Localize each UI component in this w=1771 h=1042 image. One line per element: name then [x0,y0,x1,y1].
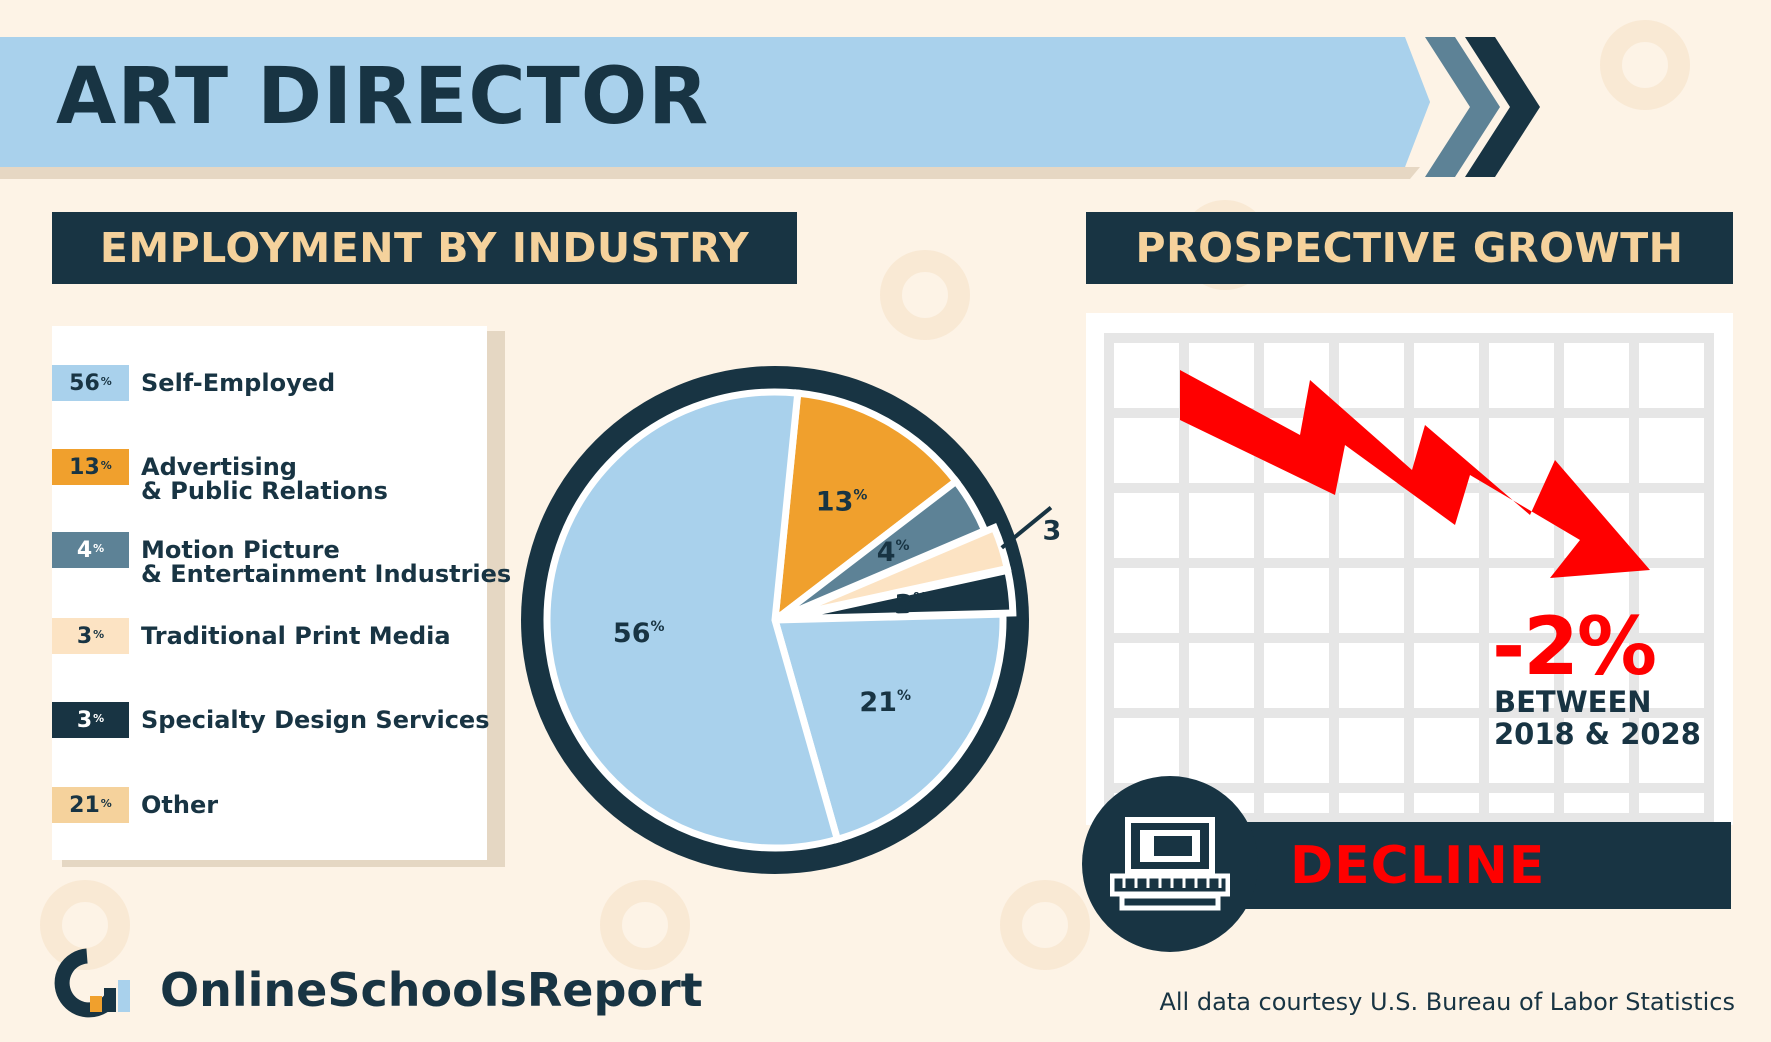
pie-slice-label: 3% [1043,516,1060,547]
legend-swatch: 3% [52,702,129,738]
brand-logo-icon [54,948,130,1018]
laptop-badge [1082,776,1258,952]
legend-item: 4% Motion Picture & Entertainment Indust… [52,532,511,586]
legend-swatch: 56% [52,365,129,401]
double-chevron-icon [1425,37,1540,177]
title-banner-shadow [0,167,1420,179]
legend-label: Advertising & Public Relations [141,453,388,505]
legend-label: Self-Employed [141,369,336,397]
legend-swatch: 3% [52,618,129,654]
growth-heading: PROSPECTIVE GROWTH [1086,212,1733,284]
legend-value: 56 [69,370,100,396]
decline-bar: DECLINE [1238,822,1731,909]
decline-label: DECLINE [1290,835,1546,896]
legend-swatch: 4% [52,532,129,568]
pie-chart: 13%4%3%3%21%56% [521,366,1060,874]
pie-slice-label: 4% [877,537,910,568]
pie-slice [784,566,1017,623]
pie-slice [770,610,1007,844]
legend-label: Other [141,791,219,819]
legend-label: Motion Picture & Entertainment Industrie… [141,536,512,588]
legend-value: 3 [76,623,93,649]
legend-label: Specialty Design Services [141,706,490,734]
employment-heading: EMPLOYMENT BY INDUSTRY [52,212,797,284]
legend-value: 21 [69,792,100,818]
downward-trend-arrow-icon [1180,370,1650,578]
brand-name: OnlineSchoolsReport [160,963,703,1017]
legend-value: 13 [69,454,100,480]
legend-value: 3 [76,707,93,733]
legend-value: 4 [76,537,93,563]
legend-item: 3% Traditional Print Media [52,618,451,654]
legend-item: 21% Other [52,787,218,823]
legend-item: 13% Advertising & Public Relations [52,449,388,503]
source-note: All data courtesy U.S. Bureau of Labor S… [1159,988,1735,1016]
page-title: ART DIRECTOR [56,52,710,142]
growth-period: BETWEEN 2018 & 2028 [1494,685,1701,751]
legend-swatch: 13% [52,449,129,485]
legend-item: 56% Self-Employed [52,365,335,401]
pie-slice [770,389,961,628]
legend-panel [52,326,487,860]
legend-item: 3% Specialty Design Services [52,702,489,738]
legend-swatch: 21% [52,787,129,823]
pie-slice [543,388,842,852]
background-mark [1600,20,1690,110]
legend-label: Traditional Print Media [141,622,451,650]
laptop-icon [1110,817,1230,911]
title-banner [0,37,1430,167]
growth-percentage: -2% [1492,600,1657,693]
pie-leader-line [1000,505,1053,550]
